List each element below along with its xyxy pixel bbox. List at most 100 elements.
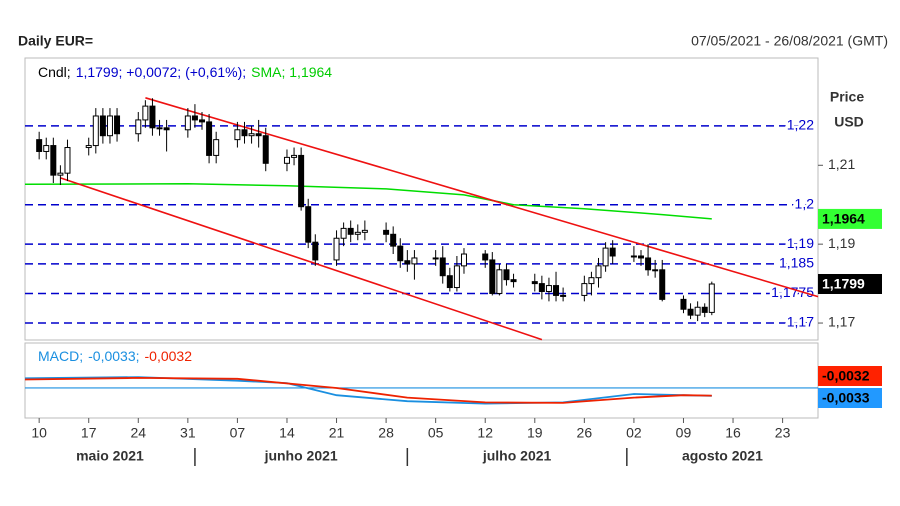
x-tick-label: 10 <box>31 425 47 441</box>
candle-body <box>397 245 404 262</box>
candle-body <box>206 121 213 156</box>
candle-body <box>602 247 609 267</box>
candle-body <box>298 154 305 208</box>
candle-body <box>361 229 368 233</box>
candle-body <box>531 281 538 285</box>
x-tick-label: 12 <box>477 425 493 441</box>
level-label: 1,17 <box>787 314 814 330</box>
candle-body <box>630 255 637 258</box>
value-box <box>818 273 882 294</box>
candle-body <box>99 115 106 137</box>
x-tick-label: 28 <box>378 425 394 441</box>
candle-body <box>85 145 92 149</box>
candle-body <box>560 294 567 297</box>
x-tick-label: 31 <box>180 425 196 441</box>
value-box-label: 1,1964 <box>822 211 865 227</box>
candle-body <box>135 119 142 135</box>
candle-body <box>609 247 616 257</box>
level-label: 1,185 <box>779 255 814 271</box>
level-label: 1,22 <box>787 117 814 133</box>
candle-body <box>333 237 340 261</box>
candle-body <box>588 277 595 285</box>
candle-body <box>156 127 163 130</box>
x-tick-label: 09 <box>676 425 692 441</box>
candle-body <box>432 257 439 260</box>
candle-body <box>191 115 198 121</box>
y-axis-label: Price <box>830 89 864 105</box>
legend-entry: SMA; 1,1964 <box>251 64 332 80</box>
date-range: 07/05/2021 - 26/08/2021 (GMT) <box>691 33 888 49</box>
x-tick-label: 24 <box>130 425 146 441</box>
candle-body <box>659 269 666 300</box>
x-tick-label: 05 <box>428 425 444 441</box>
candle-body <box>312 241 319 261</box>
y-tick-label: 1,21 <box>828 156 855 172</box>
candle-body <box>347 227 354 235</box>
candle-body <box>64 147 71 174</box>
candle-body <box>241 129 248 137</box>
x-tick-label: 19 <box>527 425 543 441</box>
candle-body <box>553 285 560 296</box>
macd-value-label: -0,0032 <box>822 368 870 384</box>
macd-legend-entry: MACD; <box>38 348 83 364</box>
candle-body <box>255 133 262 137</box>
sma-line <box>24 183 712 220</box>
candle-body <box>581 283 588 296</box>
candle-body <box>538 283 545 292</box>
legend: Cndl; 1,1799; +0,0072; (+0,61%); SMA; 1,19… <box>38 64 332 80</box>
candle-body <box>510 279 517 283</box>
candle-body <box>305 206 312 243</box>
candle-body <box>213 139 220 156</box>
candle-body <box>496 269 503 294</box>
candle-body <box>439 257 446 277</box>
y-axis-unit: USD <box>834 114 864 130</box>
trendline <box>145 97 819 298</box>
candle-body <box>262 135 269 164</box>
candle-body <box>283 156 290 164</box>
candle-body <box>701 306 708 313</box>
macd-legend-entry: -0,0032 <box>145 348 193 364</box>
macd-value-box <box>818 366 882 386</box>
price-pane <box>24 57 819 341</box>
macd-line <box>24 376 712 404</box>
candle-body <box>50 145 57 176</box>
month-label: junho 2021 <box>264 448 338 464</box>
candle-body <box>114 115 121 135</box>
candle-body <box>291 154 298 158</box>
macd-legend: MACD; -0,0033; -0,0032 <box>38 348 192 364</box>
legend-entry: 1,1799; +0,0072; (+0,61%); <box>76 64 246 80</box>
candle-body <box>149 105 156 129</box>
x-tick-label: 26 <box>577 425 593 441</box>
x-tick-label: 23 <box>775 425 791 441</box>
candle-body <box>354 231 361 235</box>
macd-value-box <box>818 388 882 408</box>
candle-body <box>411 257 418 265</box>
candle-body <box>545 285 552 292</box>
candle-body <box>163 127 170 131</box>
candle-body <box>489 259 496 294</box>
candle-body <box>637 255 644 259</box>
candle-body <box>446 275 453 289</box>
candle-body <box>503 269 510 281</box>
x-tick-label: 16 <box>725 425 741 441</box>
macd-value-label: -0,0033 <box>822 390 870 406</box>
macd-line <box>24 376 712 405</box>
candle-body <box>57 172 64 176</box>
month-label: julho 2021 <box>482 448 552 464</box>
candle-body <box>680 298 687 310</box>
x-tick-label: 21 <box>329 425 345 441</box>
candle-body <box>404 260 411 265</box>
candle-body <box>652 269 659 272</box>
candle-body <box>390 233 397 247</box>
level-label: 1,1775 <box>771 284 814 300</box>
value-box-label: 1,1799 <box>822 276 865 292</box>
candle-body <box>106 115 113 137</box>
y-tick-label: 1,17 <box>828 314 855 330</box>
candle-body <box>453 265 460 289</box>
y-tick-label: 1,19 <box>828 235 855 251</box>
candle-body <box>43 145 50 152</box>
candle-body <box>142 105 149 121</box>
candle-body <box>383 229 390 235</box>
candle-body <box>460 253 467 267</box>
